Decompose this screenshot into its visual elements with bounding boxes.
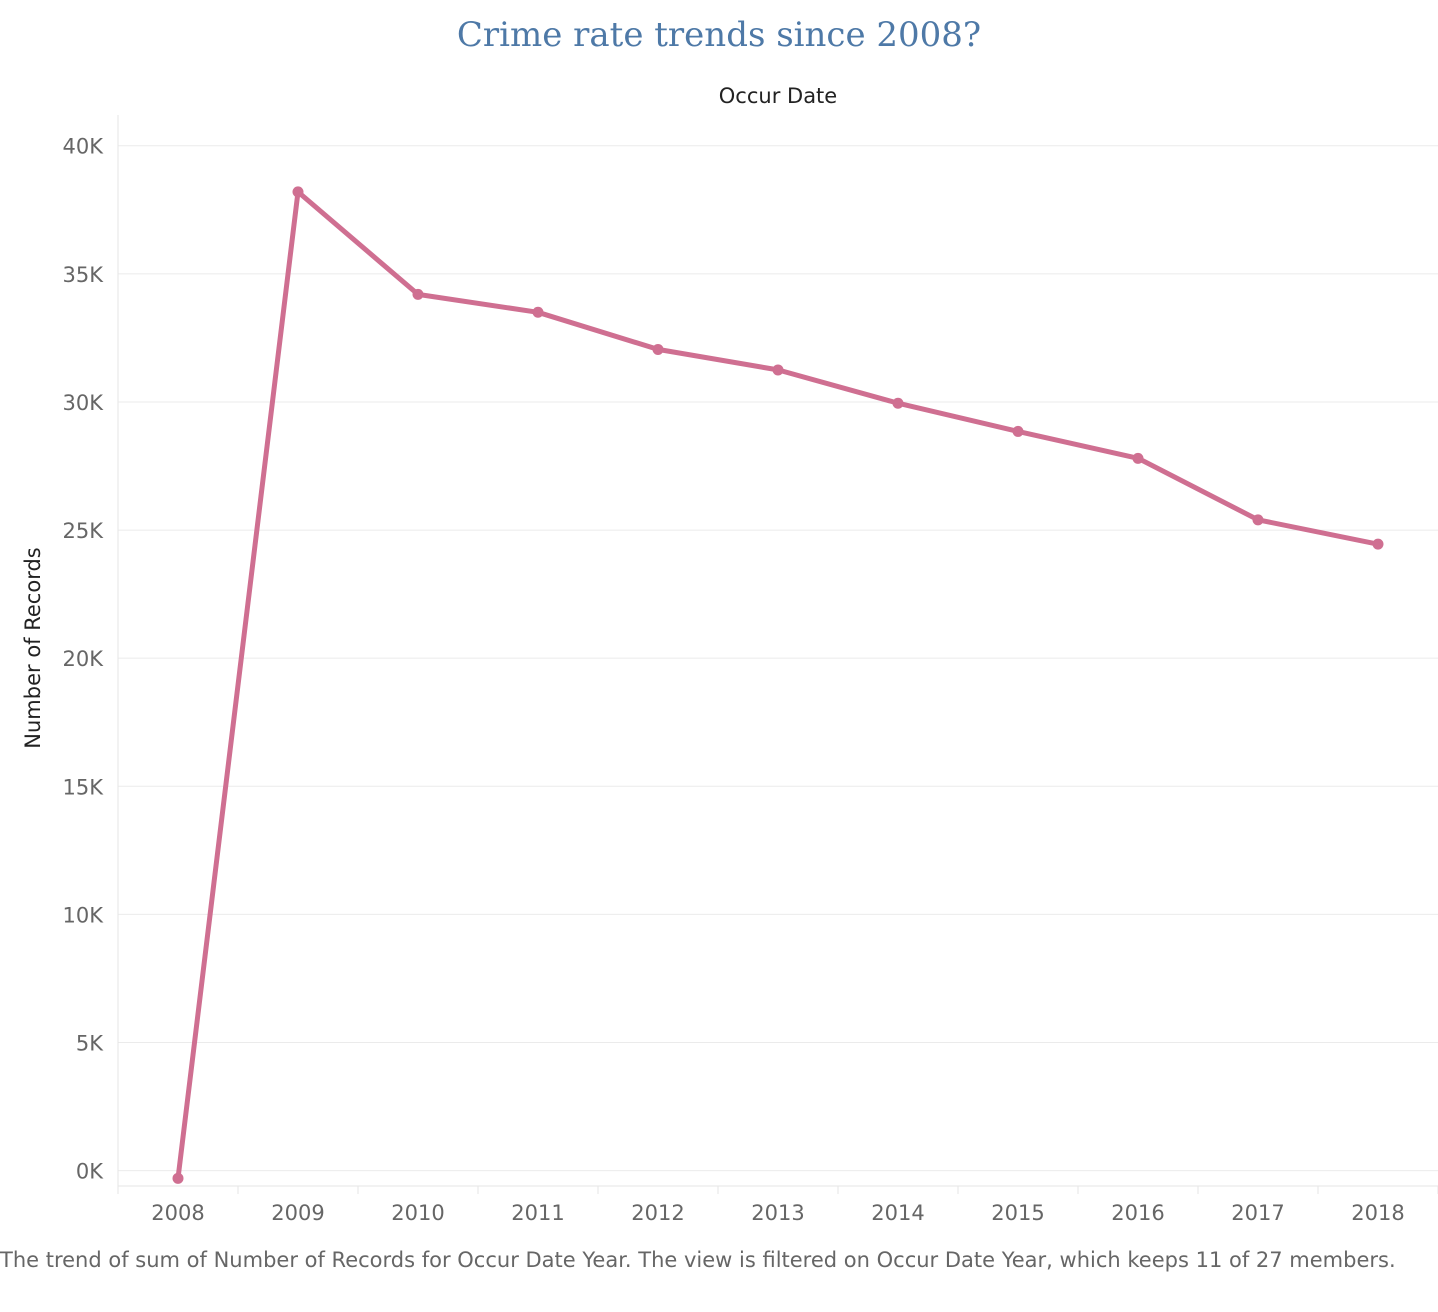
- grid-layer: [118, 145, 1438, 1172]
- data-point[interactable]: [1132, 452, 1144, 464]
- data-point[interactable]: [772, 364, 784, 376]
- x-tick-label: 2014: [871, 1201, 924, 1225]
- y-tick-label: 15K: [63, 775, 105, 799]
- x-tick-label: 2012: [631, 1201, 684, 1225]
- x-tick-label: 2009: [271, 1201, 324, 1225]
- x-tick-label: 2015: [991, 1201, 1044, 1225]
- x-tick-label: 2018: [1351, 1201, 1404, 1225]
- data-point[interactable]: [892, 397, 904, 409]
- axis-layer: [117, 115, 1438, 1194]
- x-tick-label: 2010: [391, 1201, 444, 1225]
- series-line: [175, 189, 1381, 1181]
- y-tick-label: 35K: [63, 263, 105, 287]
- x-tick-label: 2016: [1111, 1201, 1164, 1225]
- data-point[interactable]: [532, 306, 544, 318]
- y-tick-label: 0K: [76, 1160, 104, 1184]
- data-point[interactable]: [172, 1172, 184, 1184]
- series-layer: [172, 186, 1384, 1184]
- y-tick-label: 10K: [63, 903, 105, 927]
- y-tick-label: 5K: [76, 1032, 104, 1056]
- chart: Crime rate trends since 2008? Occur Date…: [21, 15, 1438, 1225]
- y-tick-label: 20K: [63, 647, 105, 671]
- data-point[interactable]: [292, 186, 304, 198]
- x-tick-label: 2013: [751, 1201, 804, 1225]
- y-tick-label: 25K: [63, 519, 105, 543]
- chart-caption: The trend of sum of Number of Records fo…: [0, 1248, 1396, 1272]
- y-tick-label: 30K: [63, 391, 105, 415]
- x-tick-label: 2008: [151, 1201, 204, 1225]
- data-point[interactable]: [652, 343, 664, 355]
- x-tick-label: 2017: [1231, 1201, 1284, 1225]
- y-axis-label: Number of Records: [21, 547, 45, 748]
- data-point[interactable]: [1252, 514, 1264, 526]
- chart-title: Crime rate trends since 2008?: [457, 15, 981, 55]
- data-point[interactable]: [412, 288, 424, 300]
- column-header: Occur Date: [719, 84, 837, 108]
- tick-layer: 0K 5K 10K 15K 20K 25K 30K 35K 40K 2008 2009 2010 201…: [63, 135, 1405, 1225]
- y-tick-label: 40K: [63, 135, 105, 159]
- x-tick-label: 2011: [511, 1201, 564, 1225]
- data-point[interactable]: [1372, 538, 1384, 550]
- data-point[interactable]: [1012, 425, 1024, 437]
